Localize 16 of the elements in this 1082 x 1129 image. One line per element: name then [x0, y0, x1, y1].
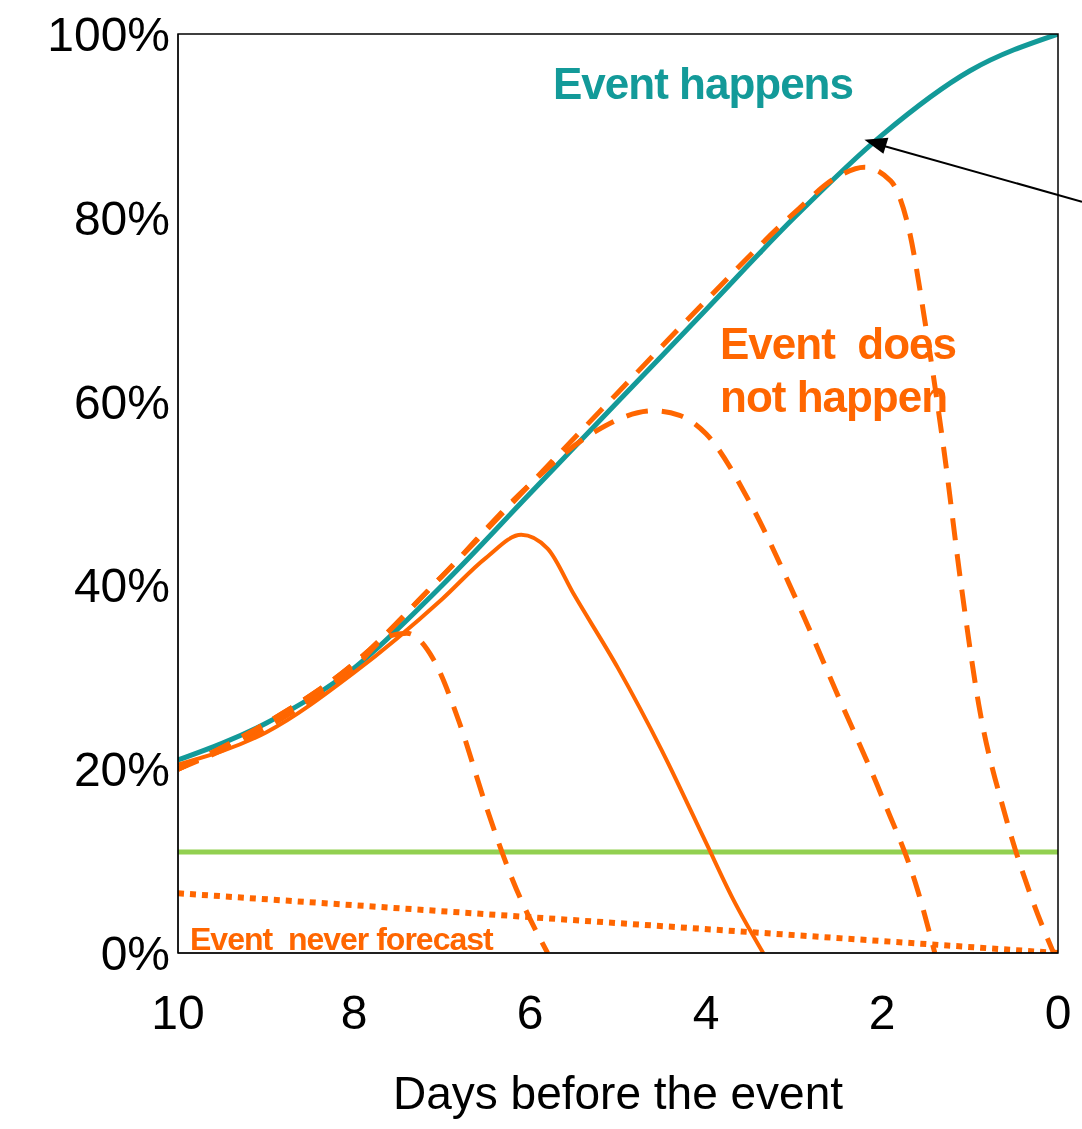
x-tick-label: 6	[516, 986, 544, 1040]
series-label: Event happens	[553, 58, 854, 110]
x-tick-label: 0	[1044, 986, 1072, 1040]
y-tick-label: 20%	[73, 743, 170, 797]
x-tick-label: 4	[692, 986, 720, 1040]
x-axis-title: Days before the event	[392, 1067, 844, 1119]
x-tick-label: 10	[151, 986, 205, 1040]
y-tick-label: 60%	[73, 375, 170, 429]
series-label: Event never forecast	[190, 920, 495, 959]
x-tick-label: 2	[868, 986, 896, 1040]
y-tick-label: 80%	[73, 191, 170, 245]
series-label: Event does not happen	[720, 318, 957, 423]
x-tick-label: 8	[340, 986, 368, 1040]
y-tick-label: 40%	[73, 559, 170, 613]
y-tick-label: 100%	[47, 8, 170, 62]
y-tick-label: 0%	[100, 927, 170, 981]
